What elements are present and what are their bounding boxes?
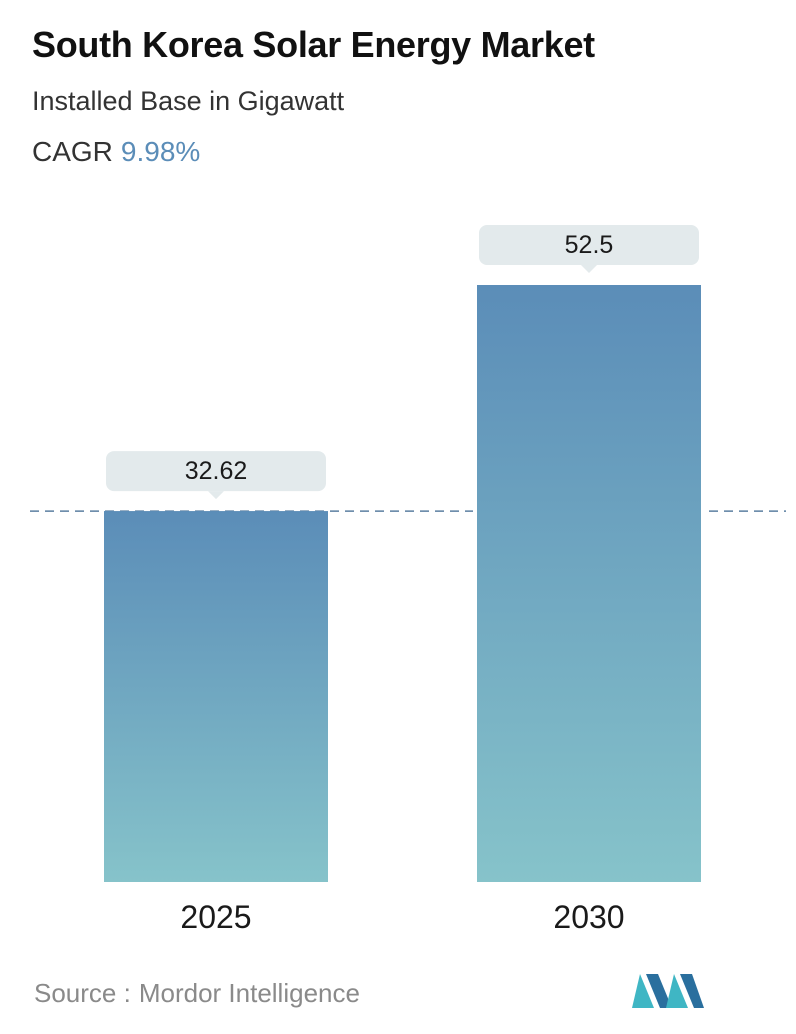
cagr-value: 9.98% [120,136,201,167]
source-line: Source : Mordor Intelligence [34,978,360,1009]
value-label-box-2030 [479,225,699,265]
category-label-2025: 2025 [180,899,251,935]
bar-2030 [477,285,701,882]
chart-subtitle: Installed Base in Gigawatt [32,86,345,116]
source-label: Source : [34,978,131,1008]
category-label-2030: 2030 [553,899,624,935]
value-label-box-2025 [106,451,326,492]
value-label-2030: 52.5 [565,231,614,259]
value-label-2025: 32.62 [185,457,248,485]
value-label-pointer-2025 [208,491,224,500]
source-name: Mordor Intelligence [138,978,360,1008]
cagr-label: CAGR [32,136,113,167]
chart-title: South Korea Solar Energy Market [32,24,595,65]
cagr-line: CAGR 9.98% [32,136,200,168]
value-label-pointer-2030 [581,265,597,273]
mordor-intelligence-logo-icon [632,974,704,1008]
bar-2025 [104,511,328,882]
